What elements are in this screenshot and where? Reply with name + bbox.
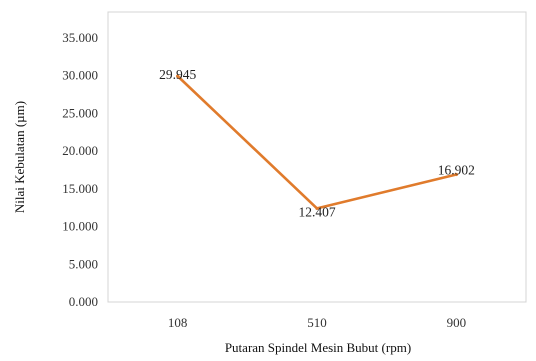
series-line (176, 74, 458, 210)
x-tick-label: 108 (168, 315, 188, 330)
y-tick-label: 30.000 (62, 68, 98, 83)
data-point (315, 206, 319, 211)
y-tick-label: 0.000 (69, 294, 98, 309)
data-label: 12.407 (298, 204, 335, 219)
x-tick-label: 900 (447, 315, 467, 330)
y-tick-label: 20.000 (62, 143, 98, 158)
y-tick-label: 5.000 (69, 256, 98, 271)
x-axis-title: Putaran Spindel Mesin Bubut (rpm) (225, 340, 411, 355)
plot-frame (107, 11, 527, 303)
data-labels: 29.945 12.407 16.902 (159, 67, 475, 219)
data-label: 29.945 (159, 67, 196, 82)
data-label: 16.902 (438, 163, 475, 178)
data-point (176, 74, 180, 78)
y-tick-label: 15.000 (62, 181, 98, 196)
y-axis-title: Nilai Kebulatan (µm) (12, 101, 27, 213)
y-tick-label: 10.000 (62, 219, 98, 234)
data-point (454, 172, 458, 177)
y-tick-label: 35.000 (62, 30, 98, 45)
series-layer (176, 74, 458, 211)
x-axis-ticks: 108 510 900 (168, 315, 466, 330)
y-axis-ticks: 0.000 5.000 10.000 15.000 20.000 25.000 30.000… (62, 30, 98, 309)
x-tick-label: 510 (307, 315, 327, 330)
y-tick-label: 25.000 (62, 105, 98, 120)
